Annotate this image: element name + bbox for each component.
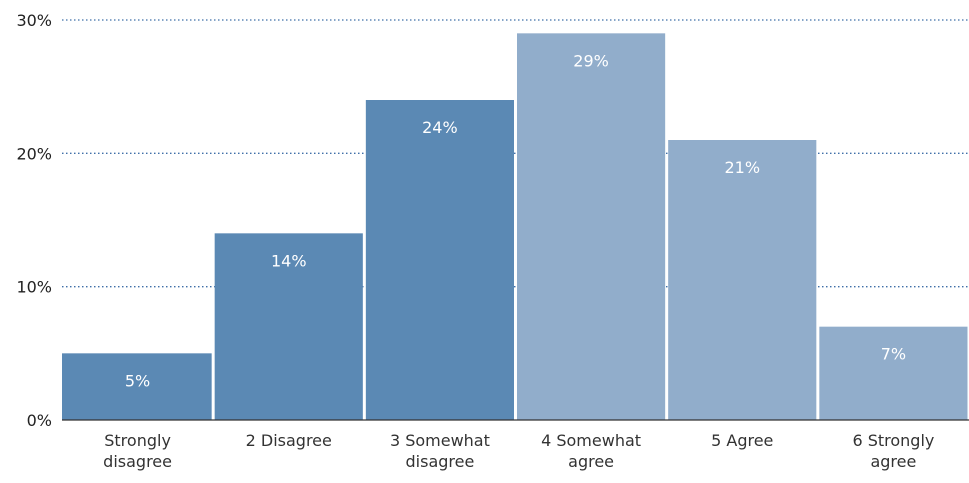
x-tick-label-line: disagree: [103, 452, 172, 471]
x-tick-label-line: Strongly: [104, 431, 171, 450]
y-tick-label: 30%: [16, 11, 52, 30]
x-tick-label: 4 Somewhat agree: [541, 431, 641, 471]
bar: [62, 353, 212, 420]
bar: [214, 233, 363, 420]
x-tick-label: 5 Agree: [711, 431, 773, 450]
y-tick-label: 0%: [27, 411, 52, 430]
bar-value-label: 5%: [125, 371, 150, 390]
bar-value-label: 7%: [881, 345, 906, 364]
x-tick-label-line: disagree: [406, 452, 475, 471]
x-tick-label: 3 Somewhat disagree: [390, 431, 490, 471]
x-axis-ticks: Strongly disagree 2 Disagree 3 Somewhat disa…: [103, 431, 934, 471]
bar: [668, 140, 817, 420]
data-labels: 5% 14% 24% 29% 21% 7%: [125, 51, 906, 390]
y-axis-ticks: 0% 10% 20% 30%: [16, 11, 52, 430]
bar: [819, 326, 968, 420]
x-tick-label-line: 4 Somewhat: [541, 431, 641, 450]
x-tick-label: Strongly disagree: [103, 431, 172, 471]
y-tick-label: 20%: [16, 144, 52, 163]
x-tick-label-line: 6 Strongly: [852, 431, 934, 450]
bar-value-label: 14%: [271, 251, 307, 270]
x-tick-label-line: agree: [568, 452, 614, 471]
x-tick-label: 6 Strongly agree: [852, 431, 934, 471]
bar-value-label: 21%: [724, 158, 760, 177]
bars: [62, 33, 968, 420]
bar-value-label: 29%: [573, 51, 609, 70]
y-tick-label: 10%: [16, 278, 52, 297]
x-tick-label-line: 2 Disagree: [246, 431, 332, 450]
bar: [517, 33, 666, 420]
bar: [365, 100, 514, 420]
x-tick-label-line: agree: [870, 452, 916, 471]
x-tick-label-line: 5 Agree: [711, 431, 773, 450]
x-tick-label-line: 3 Somewhat: [390, 431, 490, 450]
x-tick-label: 2 Disagree: [246, 431, 332, 450]
grid-lines: [62, 19, 969, 288]
bar-value-label: 24%: [422, 118, 458, 137]
